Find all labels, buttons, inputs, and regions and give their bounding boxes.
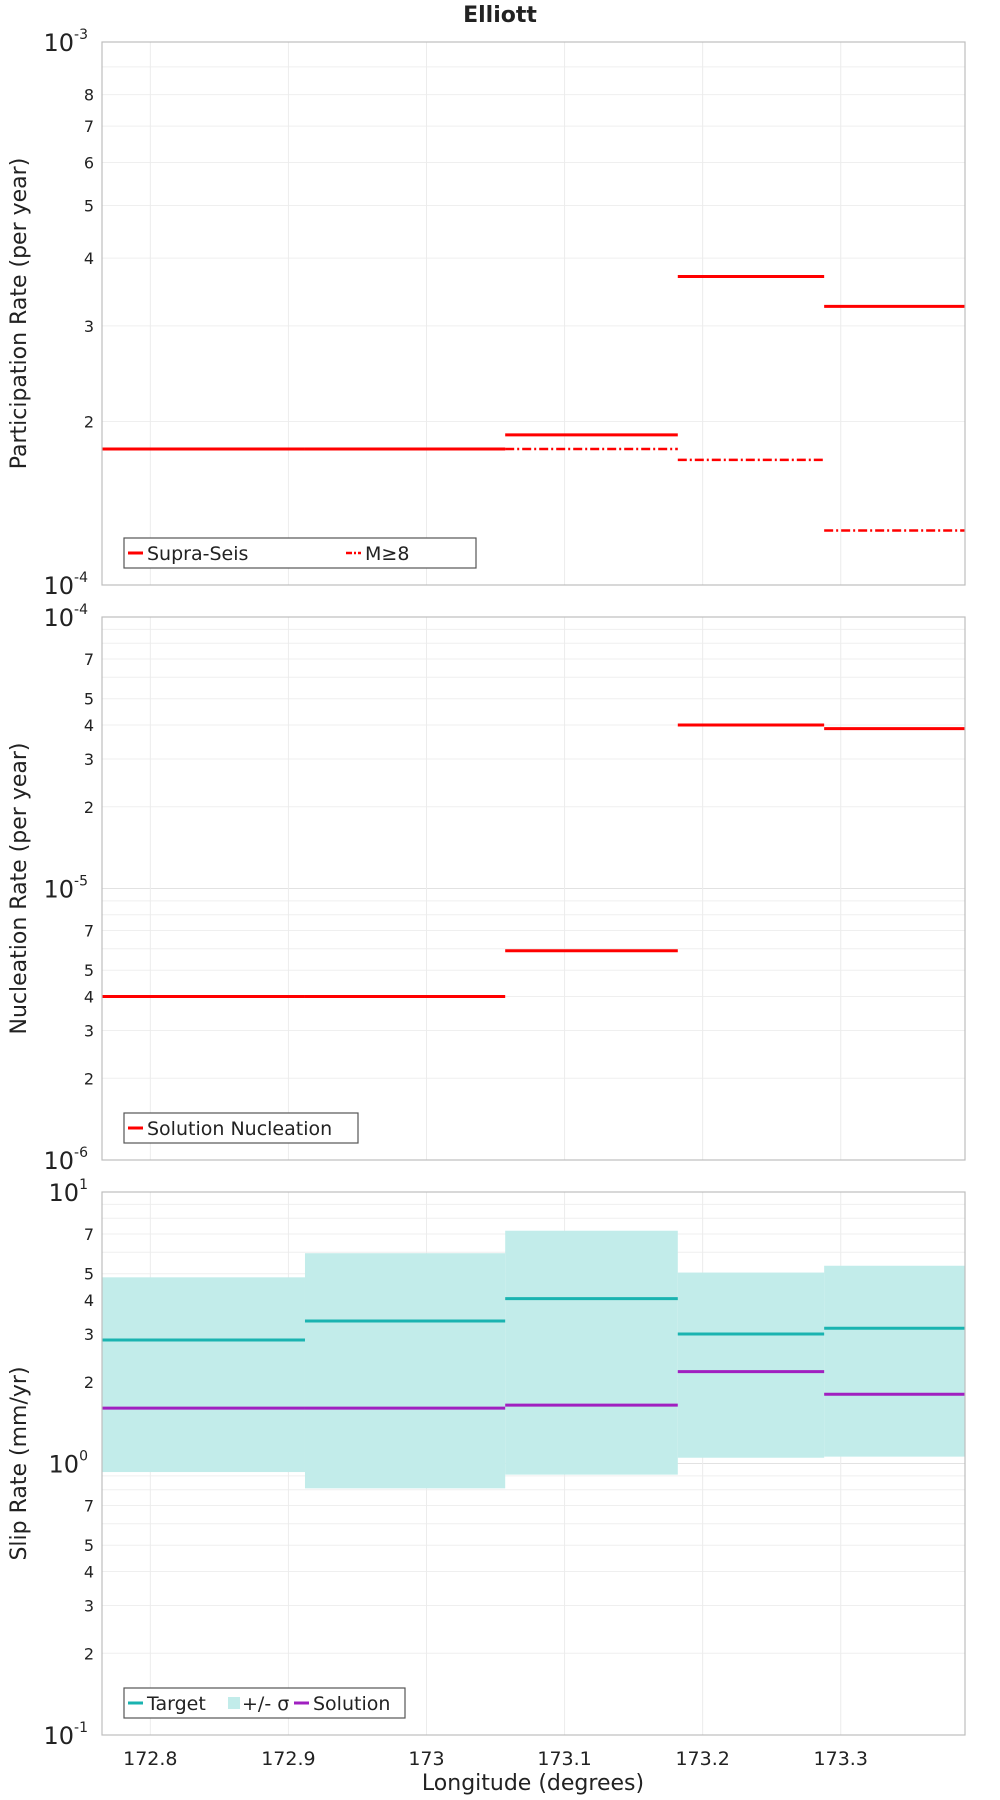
y-axis-label: Nucleation Rate (per year) — [7, 743, 32, 1035]
y-tick-label: 4 — [84, 249, 94, 268]
sigma-band-segment — [677, 1272, 825, 1458]
y-tick-label: 2 — [84, 1069, 94, 1088]
y-tick-label: 3 — [84, 317, 94, 336]
x-tick-label: 173 — [408, 1748, 444, 1770]
y-tick-label: 5 — [84, 961, 94, 980]
y-tick-label: 10-4 — [43, 602, 88, 632]
y-tick-mantissa: 10 — [43, 29, 74, 57]
y-tick-mantissa: 10 — [43, 1147, 74, 1175]
y-tick-label: 3 — [84, 1325, 94, 1344]
legend-entry-label: Target — [146, 1693, 206, 1715]
sigma-band-segment — [304, 1253, 506, 1489]
x-tick-label: 172.9 — [261, 1748, 315, 1770]
y-tick-exponent: -5 — [74, 874, 88, 890]
y-tick-exponent: -4 — [74, 570, 88, 586]
y-tick-label: 7 — [84, 922, 94, 941]
y-tick-label: 10-1 — [43, 1720, 88, 1750]
y-tick-label: 100 — [49, 1449, 88, 1479]
plot-frame — [101, 1191, 966, 1736]
y-tick-label: 7 — [84, 1497, 94, 1516]
y-tick-label: 5 — [84, 690, 94, 709]
legend-box — [123, 537, 477, 569]
x-tick-label: 173.2 — [675, 1748, 729, 1770]
y-tick-mantissa: 10 — [43, 876, 74, 904]
sigma-band-segment — [505, 1230, 678, 1475]
plot-frame — [101, 41, 966, 586]
y-tick-label: 7 — [84, 1225, 94, 1244]
y-tick-label: 2 — [84, 798, 94, 817]
y-tick-mantissa: 10 — [49, 1451, 80, 1479]
y-tick-mantissa: 10 — [43, 572, 74, 600]
y-tick-label: 6 — [84, 153, 94, 172]
x-tick-label: 173.1 — [537, 1748, 591, 1770]
y-tick-label: 2 — [84, 1644, 94, 1663]
legend-entry-label: M≥8 — [365, 543, 409, 565]
y-tick-label: 4 — [84, 988, 94, 1007]
y-tick-label: 10-4 — [43, 570, 88, 600]
sigma-band-segment — [824, 1265, 965, 1457]
y-tick-label: 5 — [84, 1265, 94, 1284]
y-tick-exponent: -4 — [74, 602, 88, 618]
y-tick-mantissa: 10 — [43, 604, 74, 632]
x-axis-label: Longitude (degrees) — [422, 1771, 644, 1796]
y-tick-exponent: -6 — [74, 1145, 88, 1161]
y-tick-label: 4 — [84, 716, 94, 735]
y-tick-exponent: 1 — [79, 1177, 88, 1193]
y-axis-label: Participation Rate (per year) — [7, 158, 32, 470]
y-tick-label: 101 — [49, 1177, 88, 1207]
y-tick-label: 2 — [84, 413, 94, 432]
legend-entry-label: Solution Nucleation — [147, 1118, 332, 1140]
legend-box — [123, 1687, 406, 1719]
y-tick-label: 7 — [84, 117, 94, 136]
sigma-band-segment — [102, 1277, 305, 1473]
y-tick-label: 2 — [84, 1373, 94, 1392]
chart-title: Elliott — [463, 3, 537, 28]
y-tick-label: 4 — [84, 1563, 94, 1582]
y-tick-label: 3 — [84, 750, 94, 769]
legend-swatch — [228, 1697, 240, 1709]
y-tick-exponent: 0 — [79, 1449, 88, 1465]
x-tick-label: 173.3 — [814, 1748, 868, 1770]
y-tick-label: 10-5 — [43, 874, 88, 904]
y-tick-mantissa: 10 — [49, 1179, 80, 1207]
plot-frame — [101, 616, 966, 1161]
y-axis-label: Slip Rate (mm/yr) — [7, 1366, 32, 1560]
y-tick-label: 4 — [84, 1291, 94, 1310]
legend-box — [123, 1112, 359, 1144]
y-tick-label: 5 — [84, 1536, 94, 1555]
legend-entry-label: Supra-Seis — [147, 543, 248, 565]
y-tick-label: 8 — [84, 86, 94, 105]
legend-entry-label: +/- σ — [242, 1693, 289, 1715]
y-tick-label: 3 — [84, 1021, 94, 1040]
y-tick-exponent: -3 — [74, 27, 88, 43]
y-tick-mantissa: 10 — [43, 1722, 74, 1750]
y-tick-label: 5 — [84, 196, 94, 215]
y-tick-label: 7 — [84, 650, 94, 669]
y-tick-label: 10-6 — [43, 1145, 88, 1175]
legend-entry-label: Solution — [313, 1693, 390, 1715]
y-tick-label: 3 — [84, 1596, 94, 1615]
y-tick-exponent: -1 — [74, 1720, 88, 1736]
x-tick-label: 172.8 — [123, 1748, 177, 1770]
y-tick-label: 10-3 — [43, 27, 88, 57]
